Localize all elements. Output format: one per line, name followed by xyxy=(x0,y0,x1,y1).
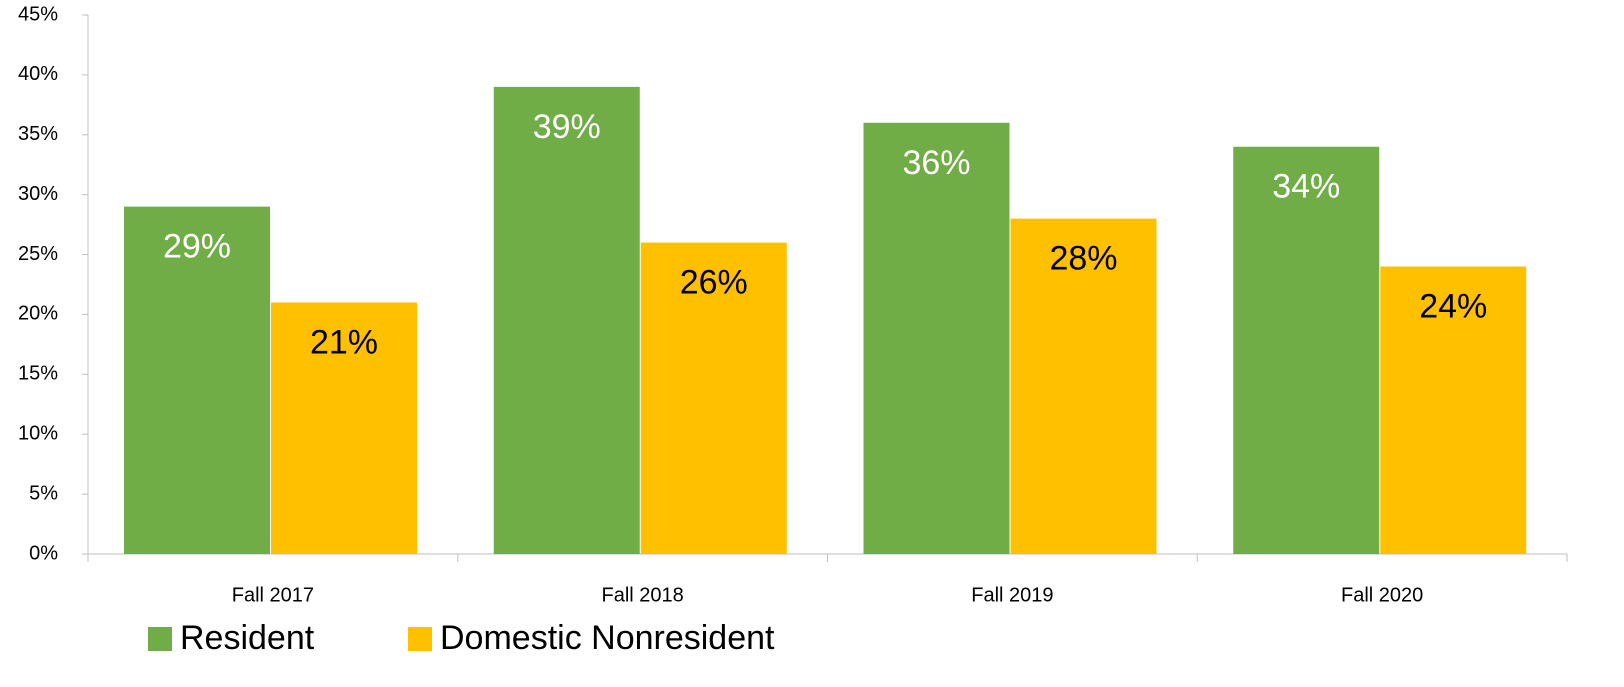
data-label: 24% xyxy=(1419,288,1487,326)
y-tick-label: 45% xyxy=(18,3,58,25)
legend-label: Resident xyxy=(180,619,315,657)
y-tick-label: 0% xyxy=(29,542,58,564)
legend-label: Domestic Nonresident xyxy=(440,619,775,657)
bar xyxy=(1010,218,1157,554)
bar xyxy=(1233,146,1380,554)
bar xyxy=(1380,266,1527,554)
data-label: 26% xyxy=(680,264,748,302)
bar xyxy=(640,242,787,555)
y-tick-label: 25% xyxy=(18,243,58,265)
data-label: 29% xyxy=(163,228,231,266)
data-label: 34% xyxy=(1272,168,1340,206)
data-label: 28% xyxy=(1049,240,1117,278)
x-tick-label: Fall 2019 xyxy=(971,584,1053,606)
bar xyxy=(863,122,1010,555)
y-tick-label: 20% xyxy=(18,303,58,325)
bar xyxy=(271,302,417,554)
x-tick-label: Fall 2018 xyxy=(601,584,683,606)
legend-swatch xyxy=(408,627,432,651)
y-tick-label: 15% xyxy=(18,363,58,385)
bar xyxy=(493,86,640,554)
data-label: 39% xyxy=(533,108,601,146)
data-label: 36% xyxy=(902,144,970,182)
y-tick-label: 10% xyxy=(18,423,58,445)
x-tick-label: Fall 2020 xyxy=(1341,584,1423,606)
y-tick-label: 5% xyxy=(29,482,58,504)
bar xyxy=(124,206,270,554)
y-tick-label: 30% xyxy=(18,183,58,205)
legend-swatch xyxy=(148,627,172,651)
x-tick-label: Fall 2017 xyxy=(232,584,314,606)
y-tick-label: 40% xyxy=(18,63,58,85)
y-tick-label: 35% xyxy=(18,123,58,145)
data-label: 21% xyxy=(310,323,378,361)
